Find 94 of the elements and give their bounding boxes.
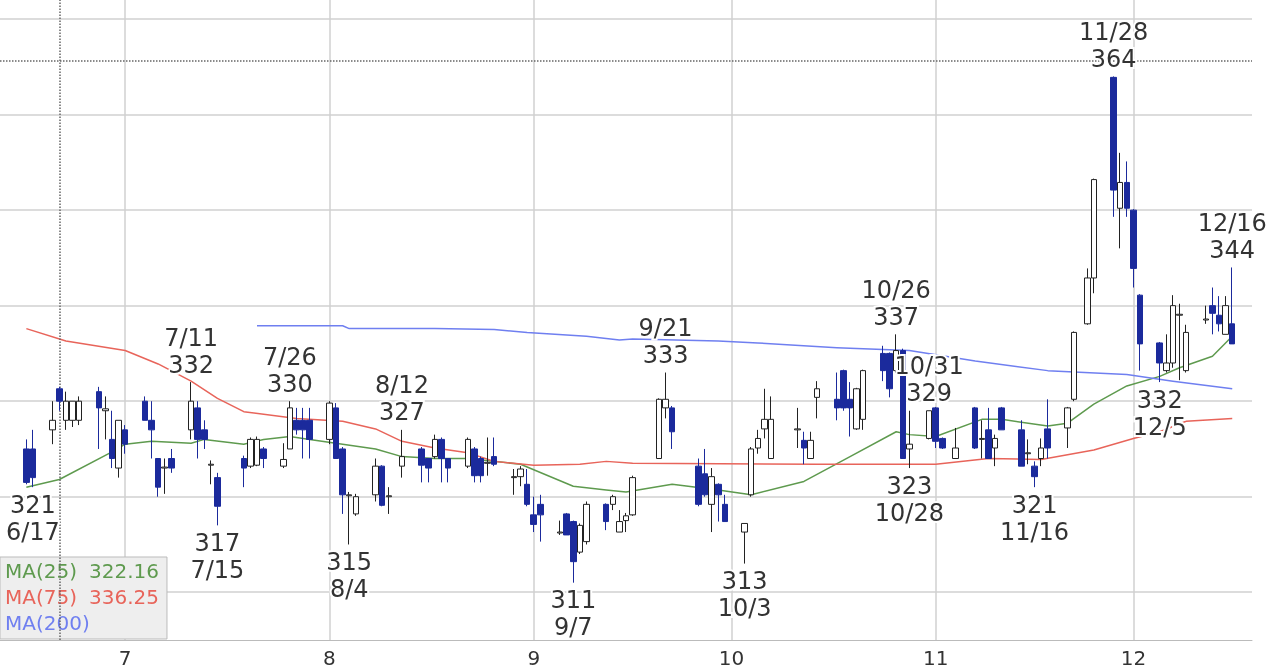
candlestick xyxy=(998,406,1005,431)
candlestick xyxy=(794,407,801,449)
candlestick xyxy=(1183,324,1189,374)
candlestick xyxy=(241,455,247,488)
annotation: 7/26 330 xyxy=(262,342,317,398)
candlestick xyxy=(1025,438,1031,465)
annotation: 8/12 327 xyxy=(375,371,429,427)
annotation: 322.16 xyxy=(89,559,159,583)
candlestick xyxy=(557,520,563,536)
candlestick xyxy=(491,436,497,467)
candlestick xyxy=(109,410,115,469)
candlestick xyxy=(208,459,214,485)
candlestick xyxy=(1216,295,1222,332)
candlestick xyxy=(484,436,491,477)
candlestick xyxy=(801,431,807,465)
candlestick xyxy=(1064,406,1071,449)
candlestick xyxy=(379,464,385,507)
x-tick-label: 8 xyxy=(323,646,336,670)
annotation: 12/16 344 xyxy=(1197,208,1267,264)
candlestick xyxy=(56,386,63,412)
annotation: 336.25 xyxy=(89,585,159,609)
candlestick xyxy=(115,419,122,479)
annotation: 7/11 332 xyxy=(164,323,219,379)
candlestick xyxy=(616,509,623,533)
annotation: 313 10/3 xyxy=(717,567,772,623)
x-tick-label: 9 xyxy=(527,646,541,670)
candlestick xyxy=(722,494,728,523)
candlestick xyxy=(155,458,161,498)
candlestick xyxy=(122,424,128,455)
candlestick xyxy=(1203,305,1209,325)
candlestick xyxy=(161,458,168,495)
candlestick xyxy=(1229,266,1235,345)
candlestick xyxy=(1209,287,1216,335)
candlestick xyxy=(1117,152,1123,249)
candlestick xyxy=(287,400,293,450)
candlestick xyxy=(807,431,814,460)
candlestick xyxy=(926,410,932,440)
candlestick xyxy=(399,429,405,479)
candlestick xyxy=(524,468,530,507)
candlestick xyxy=(432,434,438,460)
candlestick xyxy=(96,386,102,450)
candlestick xyxy=(372,458,379,502)
candlestick xyxy=(603,502,609,531)
annotation: 321 6/17 xyxy=(5,490,60,546)
candlestick xyxy=(985,407,992,460)
annotation: 321 11/16 xyxy=(999,490,1070,546)
text: MA(75) xyxy=(5,585,77,609)
candlestick xyxy=(1044,398,1051,460)
candlestick xyxy=(214,472,221,526)
candlestick xyxy=(1110,75,1117,218)
annotation: 317 7/15 xyxy=(190,528,245,584)
x-tick-label: 7 xyxy=(118,646,132,670)
candlestick xyxy=(906,410,913,469)
candlestick xyxy=(465,436,471,469)
candlestick xyxy=(188,381,194,440)
x-tick-label: 11 xyxy=(922,646,949,670)
candlestick xyxy=(1222,295,1229,335)
x-tick-label: 12 xyxy=(1120,646,1147,670)
candlestick xyxy=(1038,437,1044,467)
candlestick xyxy=(992,434,998,467)
candlestick xyxy=(49,400,56,445)
candlestick xyxy=(741,522,748,565)
candlestick xyxy=(353,493,359,517)
candlestick xyxy=(1018,419,1025,467)
candlestick xyxy=(669,405,675,450)
candlestick xyxy=(326,400,333,445)
candlestick xyxy=(814,380,820,419)
candlestick xyxy=(1130,208,1137,289)
candlestick xyxy=(1071,330,1077,402)
x-tick-label: 10 xyxy=(718,646,745,670)
annotation: 311 9/7 xyxy=(550,586,597,642)
candlestick xyxy=(1137,293,1143,372)
candlestick xyxy=(1031,460,1038,488)
candlestick xyxy=(952,427,959,460)
candlestick xyxy=(972,406,978,450)
candlestick xyxy=(102,395,109,440)
annotation: 315 8/4 xyxy=(326,547,373,603)
annotation: 323 10/28 xyxy=(874,471,944,527)
candlestick xyxy=(708,467,715,533)
candlestick xyxy=(386,486,392,515)
candlestick xyxy=(715,482,722,523)
candlestick xyxy=(610,494,616,511)
annotation: 11/28 364 xyxy=(1079,17,1149,73)
candlestick xyxy=(168,448,175,474)
candlestick xyxy=(346,491,352,545)
annotation: 9/21 333 xyxy=(638,314,693,370)
candlestick xyxy=(1124,160,1130,218)
candlestick xyxy=(979,419,985,460)
candlestick xyxy=(260,446,267,469)
candlestick xyxy=(280,442,287,469)
text: MA(25) xyxy=(5,559,77,583)
text: MA(200) xyxy=(5,611,90,635)
candlestick xyxy=(1156,341,1163,383)
annotation: 10/26 337 xyxy=(861,275,931,331)
